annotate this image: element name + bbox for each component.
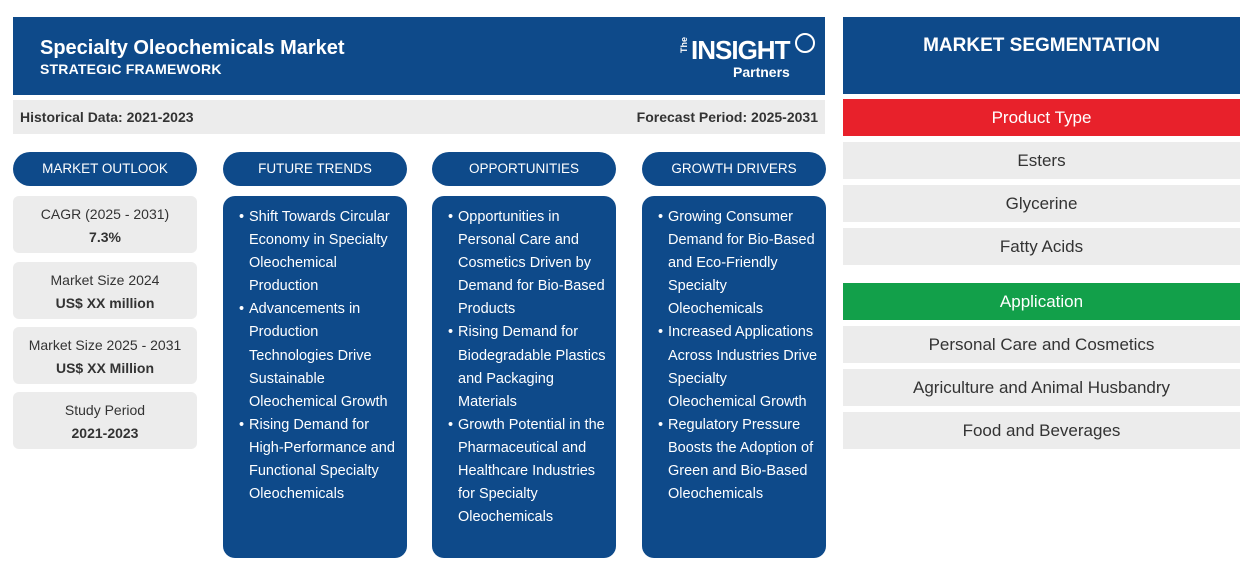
historical-data: Historical Data: 2021-2023 [20,109,194,125]
driver-item: Growing Consumer Demand for Bio-Based an… [658,206,818,321]
segment-product-type: Product Type [843,99,1240,136]
future-trends-panel: Shift Towards Circular Economy in Specia… [223,196,407,558]
outlook-cagr: CAGR (2025 - 2031) 7.3% [13,196,197,253]
outlook-market-size-forecast: Market Size 2025 - 2031 US$ XX Million [13,327,197,384]
segment-application: Application [843,283,1240,320]
opportunity-item: Growth Potential in the Pharmaceutical a… [448,414,608,529]
outlook-value: US$ XX Million [55,360,154,376]
segment-item-fatty-acids: Fatty Acids [843,228,1240,265]
outlook-value: US$ XX million [55,295,155,311]
outlook-label: Market Size 2025 - 2031 [28,337,182,353]
logo-the: The [679,37,689,54]
opportunity-item: Rising Demand for Biodegradable Plastics… [448,321,608,413]
driver-item: Regulatory Pressure Boosts the Adoption … [658,414,818,506]
period-bar: Historical Data: 2021-2023 Forecast Peri… [13,100,825,134]
trend-item: Advancements in Production Technologies … [239,298,399,413]
logo-insight: INSIGHT [691,35,790,65]
segment-item-agriculture: Agriculture and Animal Husbandry [843,369,1240,406]
market-outlook-header: MARKET OUTLOOK [13,152,197,186]
outlook-label: CAGR (2025 - 2031) [40,206,170,222]
future-trends-header: FUTURE TRENDS [223,152,407,186]
outlook-label: Study Period [64,402,146,418]
header-banner: Specialty Oleochemicals Market STRATEGIC… [13,17,825,95]
outlook-market-size-2024: Market Size 2024 US$ XX million [13,262,197,319]
trend-item: Rising Demand for High-Performance and F… [239,414,399,506]
outlook-value: 7.3% [89,229,121,245]
segment-item-personal-care: Personal Care and Cosmetics [843,326,1240,363]
segment-item-food-beverages: Food and Beverages [843,412,1240,449]
logo-partners: Partners [733,64,790,80]
opportunity-item: Opportunities in Personal Care and Cosme… [448,206,608,321]
opportunities-panel: Opportunities in Personal Care and Cosme… [432,196,616,558]
driver-item: Increased Applications Across Industries… [658,321,818,413]
growth-drivers-panel: Growing Consumer Demand for Bio-Based an… [642,196,826,558]
page-title: Specialty Oleochemicals Market [40,37,345,59]
segment-item-glycerine: Glycerine [843,185,1240,222]
outlook-study-period: Study Period 2021-2023 [13,392,197,449]
page-subtitle: STRATEGIC FRAMEWORK [40,61,222,77]
forecast-period: Forecast Period: 2025-2031 [636,109,818,125]
trend-item: Shift Towards Circular Economy in Specia… [239,206,399,298]
opportunities-header: OPPORTUNITIES [432,152,616,186]
growth-drivers-header: GROWTH DRIVERS [642,152,826,186]
insight-partners-logo: The INSIGHT Partners [673,33,823,89]
logo-ring-icon [795,33,815,53]
outlook-label: Market Size 2024 [50,272,160,288]
market-segmentation-title: MARKET SEGMENTATION [843,17,1240,94]
segment-item-esters: Esters [843,142,1240,179]
outlook-value: 2021-2023 [71,425,139,441]
